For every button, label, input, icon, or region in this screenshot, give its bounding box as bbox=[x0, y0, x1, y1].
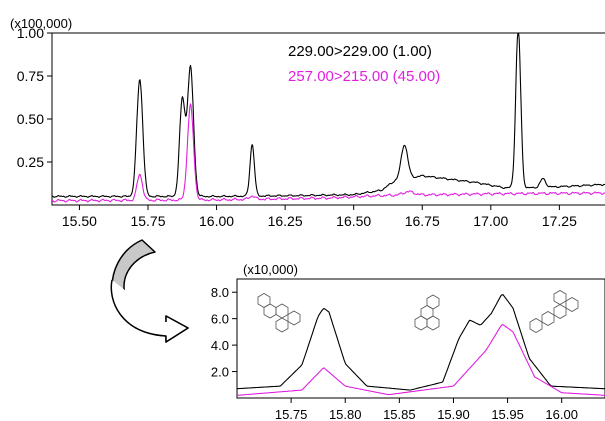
x-tick-label: 16.75 bbox=[405, 213, 440, 229]
x-tick-label: 15.90 bbox=[437, 407, 470, 421]
x-tick-label: 16.50 bbox=[336, 213, 371, 229]
triphenylene-structure-icon bbox=[414, 294, 440, 331]
y-tick-label: 8.0 bbox=[211, 285, 229, 300]
trace-1 bbox=[236, 294, 605, 391]
x-tick-label: 16.00 bbox=[199, 213, 234, 229]
inset-plot-frame bbox=[236, 278, 605, 399]
y-tick-label: 0.75 bbox=[17, 68, 44, 84]
x-tick-label: 15.80 bbox=[329, 407, 362, 421]
inset-traces bbox=[236, 294, 605, 396]
y-tick-label: 2.0 bbox=[211, 365, 229, 380]
curved-arrow-icon bbox=[110, 239, 189, 343]
y-tick-label: 6.0 bbox=[211, 312, 229, 327]
x-tick-label: 15.75 bbox=[275, 407, 308, 421]
main-multiplier-label: (x100,000) bbox=[10, 16, 72, 31]
trace-2 bbox=[236, 323, 605, 396]
main-legend: 229.00>229.00 (1.00) 257.00>215.00 (45.0… bbox=[288, 43, 440, 85]
main-traces bbox=[52, 32, 605, 203]
main-x-axis: 15.50 15.75 16.00 16.25 16.50 16.75 17.00 17.25 bbox=[62, 205, 577, 229]
benz-a-anthracene-structure-icon bbox=[529, 290, 579, 333]
x-tick-label: 17.25 bbox=[542, 213, 577, 229]
x-tick-label: 16.25 bbox=[268, 213, 303, 229]
main-chromatogram: (x100,000) 0.25 0.50 0.75 1.00 15.50 15.75 16… bbox=[10, 16, 605, 229]
x-tick-label: 15.95 bbox=[491, 407, 524, 421]
trace-1 bbox=[52, 32, 605, 198]
x-tick-label: 16.00 bbox=[545, 407, 578, 421]
x-tick-label: 17.00 bbox=[473, 213, 508, 229]
inset-chromatogram: (x10,000) 2.04.06.08.0 15.75 15.80 15.85 15… bbox=[211, 262, 605, 421]
trace-2 bbox=[52, 103, 605, 203]
x-tick-label: 15.85 bbox=[383, 407, 416, 421]
x-tick-label: 15.50 bbox=[62, 213, 97, 229]
y-tick-label: 0.25 bbox=[17, 154, 44, 170]
y-tick-label: 0.50 bbox=[17, 111, 44, 127]
legend-series-2: 257.00>215.00 (45.00) bbox=[288, 68, 440, 85]
y-tick-label: 1.00 bbox=[17, 25, 44, 41]
x-tick-label: 15.75 bbox=[130, 213, 165, 229]
inset-x-axis: 15.75 15.80 15.85 15.90 15.95 16.00 bbox=[275, 398, 578, 421]
inset-y-axis: 2.0 4.0 6.0 8.0 bbox=[211, 285, 237, 380]
legend-series-1: 229.00>229.00 (1.00) bbox=[288, 43, 432, 60]
chrysene-structure-icon bbox=[257, 293, 301, 333]
inset-multiplier-label: (x10,000) bbox=[243, 262, 298, 277]
y-tick-label: 4.0 bbox=[211, 338, 229, 353]
main-y-axis: 0.25 0.50 0.75 1.00 bbox=[17, 25, 52, 170]
